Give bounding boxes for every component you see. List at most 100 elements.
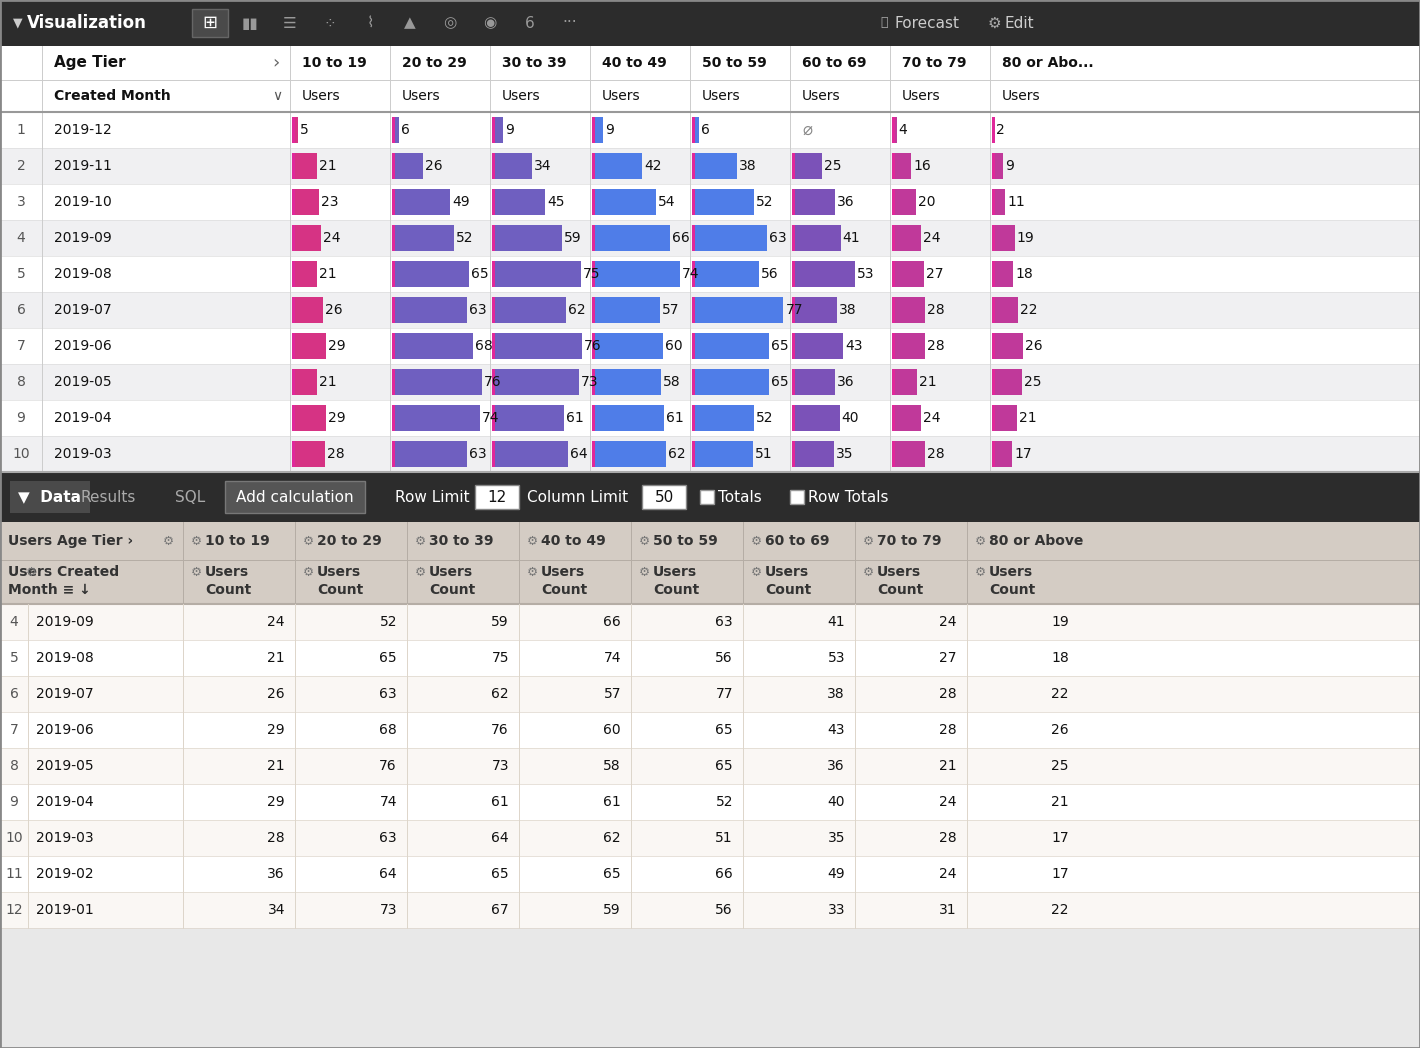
Text: ▮▮: ▮▮ (241, 16, 258, 30)
Text: 63: 63 (379, 831, 398, 845)
Text: 62: 62 (604, 831, 621, 845)
Text: Users: Users (653, 565, 697, 578)
Text: 2019-02: 2019-02 (36, 867, 94, 881)
Text: ⚙: ⚙ (302, 566, 314, 578)
Text: 22: 22 (1020, 303, 1038, 316)
Bar (592, 117, 602, 143)
Text: 40: 40 (828, 795, 845, 809)
Bar (692, 117, 694, 143)
Text: 9: 9 (504, 123, 514, 137)
Bar (10, 481, 89, 514)
Bar (0, 46, 1420, 472)
Bar (392, 333, 395, 358)
Bar (592, 153, 642, 178)
Bar (792, 153, 822, 178)
Text: Users: Users (541, 565, 585, 578)
Text: 7: 7 (17, 339, 26, 353)
Bar (692, 261, 758, 286)
Text: 76: 76 (484, 375, 501, 389)
Bar (993, 369, 995, 395)
Text: 80 or Above: 80 or Above (988, 534, 1083, 548)
Bar (792, 441, 795, 466)
Text: 52: 52 (755, 195, 774, 209)
Bar (491, 190, 496, 215)
Bar (993, 190, 995, 215)
Bar (0, 712, 1420, 748)
Text: 20 to 29: 20 to 29 (317, 534, 382, 548)
Text: 2: 2 (17, 159, 26, 173)
Text: 21: 21 (320, 267, 337, 281)
Bar (692, 369, 694, 395)
Bar (692, 333, 694, 358)
Text: 25: 25 (1024, 375, 1041, 389)
Text: 10 to 19: 10 to 19 (204, 534, 270, 548)
Bar (700, 490, 714, 504)
Text: 19: 19 (1017, 231, 1034, 245)
Bar (491, 153, 532, 178)
Text: 66: 66 (716, 867, 733, 881)
Text: ☰: ☰ (283, 16, 297, 30)
Bar (0, 400, 1420, 436)
Text: 60 to 69: 60 to 69 (802, 56, 866, 70)
Text: 62: 62 (568, 303, 585, 316)
Text: Results: Results (81, 489, 136, 504)
Bar (293, 225, 321, 250)
Text: 65: 65 (491, 867, 508, 881)
Bar (392, 153, 423, 178)
Text: 18: 18 (1051, 651, 1069, 665)
Text: ⚙: ⚙ (527, 566, 538, 578)
Text: 6: 6 (400, 123, 410, 137)
Bar (392, 441, 467, 466)
Text: 20: 20 (917, 195, 936, 209)
Text: 27: 27 (926, 267, 943, 281)
Text: Count: Count (541, 583, 588, 597)
Text: 28: 28 (327, 447, 345, 461)
Text: 18: 18 (1015, 267, 1034, 281)
Text: 60: 60 (665, 339, 683, 353)
Text: 38: 38 (839, 303, 856, 316)
Text: 63: 63 (379, 687, 398, 701)
Text: ⚙: ⚙ (639, 534, 650, 547)
Bar (293, 190, 320, 215)
Bar (792, 441, 834, 466)
Text: 6: 6 (525, 16, 535, 30)
Text: 36: 36 (828, 759, 845, 773)
Bar (792, 298, 795, 323)
Bar (392, 441, 395, 466)
Bar (392, 225, 454, 250)
Bar (592, 117, 595, 143)
Text: Count: Count (317, 583, 364, 597)
Bar (293, 117, 295, 143)
Bar (993, 369, 1021, 395)
Bar (476, 485, 518, 509)
Text: 38: 38 (828, 687, 845, 701)
Text: 28: 28 (940, 723, 957, 737)
Text: ◎: ◎ (443, 16, 457, 30)
Bar (392, 117, 399, 143)
Bar (293, 369, 317, 395)
Text: 2019-09: 2019-09 (36, 615, 94, 629)
Text: 40: 40 (842, 411, 859, 425)
Text: ⌇: ⌇ (366, 16, 373, 30)
Text: 63: 63 (768, 231, 787, 245)
Text: 35: 35 (828, 831, 845, 845)
Text: ⚙: ⚙ (415, 566, 426, 578)
Bar (293, 406, 327, 431)
Text: ⚙: ⚙ (751, 534, 763, 547)
Text: ⚙: ⚙ (527, 534, 538, 547)
Text: 3: 3 (17, 195, 26, 209)
Text: 61: 61 (567, 411, 584, 425)
Bar (792, 225, 795, 250)
Text: 77: 77 (785, 303, 802, 316)
Bar (692, 441, 753, 466)
Text: 65: 65 (716, 759, 733, 773)
Bar (792, 333, 795, 358)
Text: 67: 67 (491, 903, 508, 917)
Bar (0, 364, 1420, 400)
Text: 36: 36 (267, 867, 285, 881)
Text: 60 to 69: 60 to 69 (765, 534, 829, 548)
Bar (792, 190, 795, 215)
Text: 10: 10 (13, 447, 30, 461)
Bar (0, 784, 1420, 820)
Text: 2019-04: 2019-04 (36, 795, 94, 809)
